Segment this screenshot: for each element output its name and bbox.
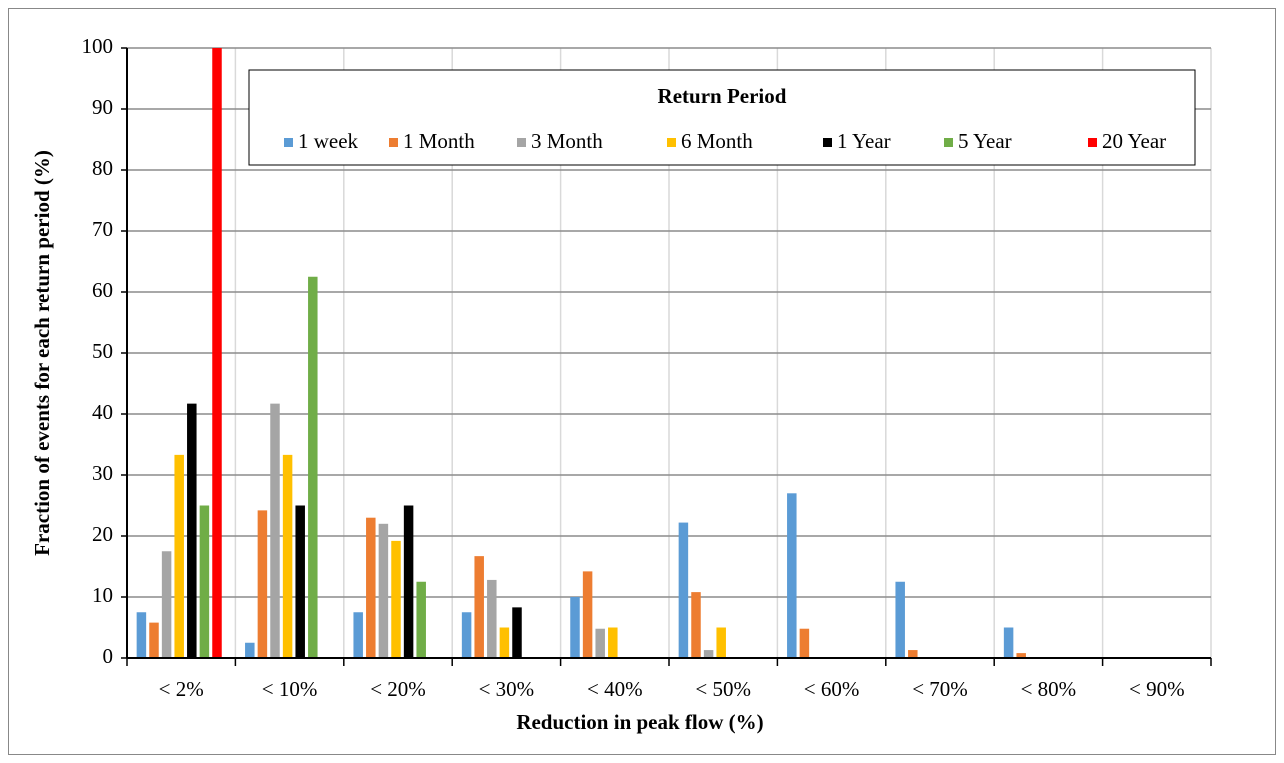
bar: [416, 581, 426, 658]
bar: [703, 650, 714, 658]
bar: [461, 612, 472, 658]
bar: [257, 510, 268, 658]
legend-swatch: [944, 138, 953, 147]
legend-box: [248, 69, 1196, 166]
legend-title: Return Period: [658, 84, 787, 108]
y-tick-label: 80: [92, 156, 113, 180]
x-tick-label: < 80%: [1021, 677, 1077, 701]
bar: [295, 505, 305, 658]
bar: [595, 628, 605, 658]
y-axis-title: Fraction of events for each return perio…: [30, 150, 54, 556]
bar: [136, 612, 147, 658]
legend-swatch: [517, 138, 526, 147]
y-tick-label: 40: [92, 400, 113, 424]
bar: [149, 622, 159, 658]
x-tick-label: < 70%: [912, 677, 968, 701]
legend-label: 1 week: [298, 129, 359, 153]
y-tick-label: 50: [92, 339, 113, 363]
bar: [787, 493, 797, 658]
bar: [908, 650, 918, 658]
legend-label: 1 Month: [403, 129, 475, 153]
bar: [608, 627, 618, 658]
bar: [270, 403, 280, 658]
legend-label: 20 Year: [1102, 129, 1166, 153]
legend-swatch: [1088, 138, 1097, 147]
bar: [570, 597, 580, 658]
bar: [245, 642, 255, 658]
y-tick-label: 20: [92, 522, 113, 546]
bar: [174, 454, 184, 658]
legend-label: 6 Month: [681, 129, 753, 153]
legend-swatch: [667, 138, 676, 147]
bar: [512, 607, 522, 658]
bar: [716, 627, 726, 658]
y-tick-label: 0: [103, 644, 114, 668]
bar: [161, 551, 172, 658]
legend-label: 1 Year: [837, 129, 891, 153]
x-tick-label: < 2%: [159, 677, 204, 701]
bar: [487, 579, 497, 658]
bar: [282, 454, 293, 658]
bar: [391, 540, 401, 658]
y-tick-label: 10: [92, 583, 113, 607]
x-tick-label: < 60%: [804, 677, 860, 701]
bar: [678, 522, 689, 658]
bar: [691, 592, 701, 658]
bar: [799, 628, 810, 658]
x-tick-label: < 30%: [479, 677, 535, 701]
x-tick-label: < 90%: [1129, 677, 1185, 701]
bar: [212, 48, 222, 658]
bar: [199, 505, 210, 658]
legend-swatch: [823, 138, 832, 147]
legend-label: 3 Month: [531, 129, 603, 153]
bar: [895, 581, 905, 658]
legend-label: 5 Year: [958, 129, 1012, 153]
bar: [403, 505, 414, 658]
bar: [187, 403, 197, 658]
x-axis-title: Reduction in peak flow (%): [516, 710, 763, 734]
y-tick-label: 60: [92, 278, 113, 302]
x-tick-label: < 20%: [370, 677, 426, 701]
bar: [308, 276, 318, 658]
y-tick-label: 70: [92, 217, 113, 241]
y-tick-label: 90: [92, 95, 113, 119]
bar: [582, 571, 593, 658]
x-tick-label: < 50%: [695, 677, 751, 701]
bar: [1003, 627, 1014, 658]
x-tick-label: < 10%: [262, 677, 318, 701]
y-tick-label: 100: [82, 34, 114, 58]
y-tick-label: 30: [92, 461, 113, 485]
bar: [366, 517, 376, 658]
bar: [378, 523, 389, 658]
legend-swatch: [389, 138, 398, 147]
bar: [499, 627, 510, 658]
x-tick-label: < 40%: [587, 677, 643, 701]
bar: [353, 612, 363, 658]
legend-swatch: [284, 138, 293, 147]
bar: [474, 556, 484, 658]
bar: [1016, 653, 1026, 658]
